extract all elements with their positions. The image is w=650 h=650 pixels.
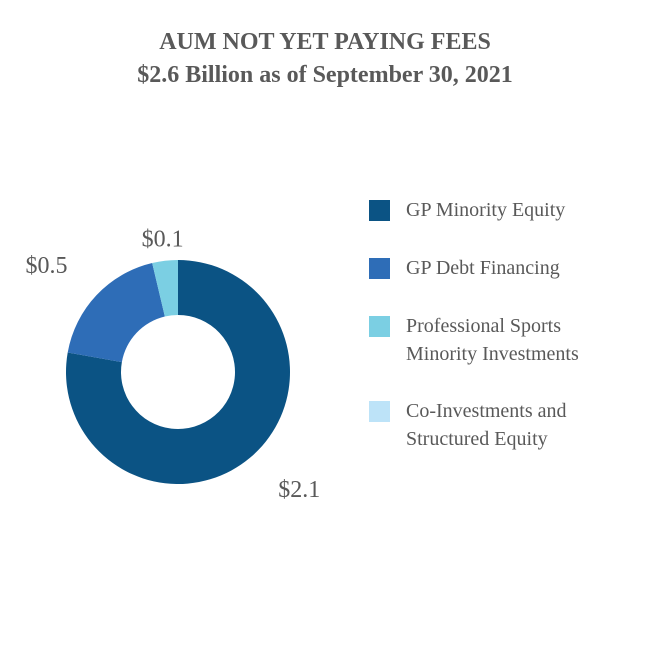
slice-gp-minority-equity — [65, 260, 291, 484]
legend-swatch — [369, 316, 390, 337]
legend-item-professional-sports: Professional Sports Minority Investments — [369, 312, 639, 368]
legend-item-gp-minority-equity: GP Minority Equity — [369, 196, 639, 224]
slice-professional-sports — [152, 260, 178, 317]
legend-item-gp-debt-financing: GP Debt Financing — [369, 254, 639, 282]
legend-swatch — [369, 200, 390, 221]
data-label-professional-sports: $0.1 — [142, 226, 184, 252]
data-label-gp-debt-financing: $0.5 — [25, 253, 67, 279]
legend-label-line-1: Professional Sports — [406, 315, 561, 337]
legend-swatch — [369, 258, 390, 279]
donut-slices — [65, 260, 291, 484]
donut-data-labels: $2.1 $0.5 $0.1 — [25, 226, 320, 503]
slice-gp-debt-financing — [67, 263, 165, 363]
legend-label-line-2: Minority Investments — [406, 343, 579, 365]
legend-swatch — [369, 401, 390, 422]
legend-label-line-1: Co-Investments and — [406, 400, 567, 422]
legend-item-co-investments: Co-Investments and Structured Equity — [369, 397, 639, 453]
legend-label: GP Minority Equity — [406, 199, 566, 221]
legend-label: GP Debt Financing — [406, 257, 560, 279]
legend: GP Minority Equity GP Debt Financing Pro… — [369, 196, 639, 483]
chart-subtitle: $2.6 Billion as of September 30, 2021 — [137, 62, 513, 88]
chart-title: AUM NOT YET PAYING FEES — [159, 29, 491, 55]
chart-title-block: AUM NOT YET PAYING FEES $2.6 Billion as … — [0, 26, 650, 92]
data-label-gp-minority-equity: $2.1 — [278, 477, 320, 503]
legend-label-line-2: Structured Equity — [406, 428, 548, 450]
